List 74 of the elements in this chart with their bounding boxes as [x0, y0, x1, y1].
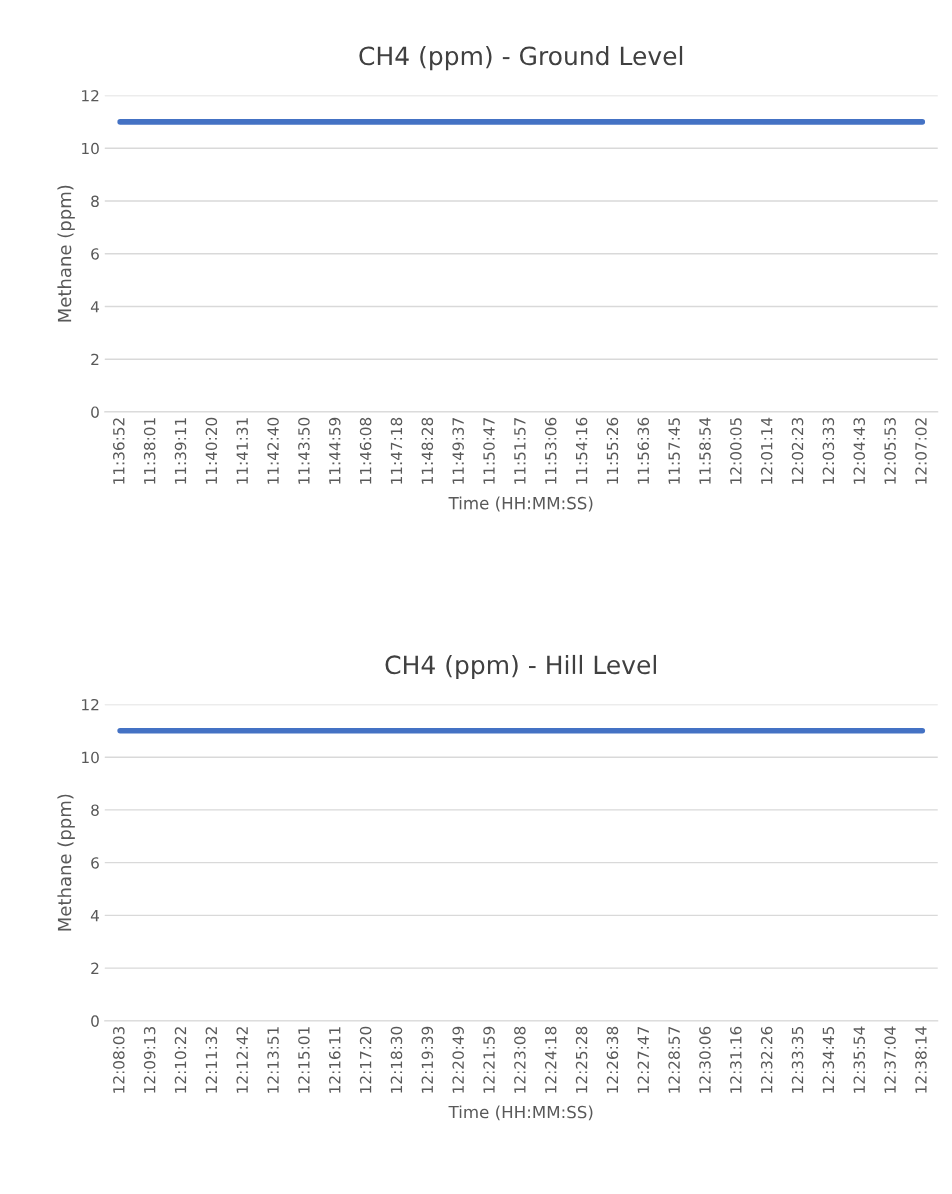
x-tick-label: 12:12:42: [236, 1027, 248, 1093]
chart-title: CH4 (ppm) - Hill Level: [385, 654, 656, 680]
y-tick-label: 12: [82, 89, 99, 102]
x-tick-label: 12:20:49: [452, 1026, 464, 1093]
x-tick-label: 11:48:28: [421, 417, 434, 484]
x-tick-label: 12:10:22: [174, 1027, 187, 1093]
y-tick-label: 8: [91, 195, 99, 208]
x-tick-label: 11:36:52: [113, 418, 125, 484]
x-tick-label: 12:03:33: [822, 418, 835, 484]
x-tick-label: 12:38:14: [915, 1026, 927, 1093]
x-tick-label: 11:43:50: [298, 417, 310, 484]
y-tick-label: 8: [91, 804, 99, 816]
y-tick-label: 0: [91, 1015, 99, 1027]
x-tick-label: 12:16:11: [328, 1027, 341, 1093]
x-tick-label: 12:00:05: [730, 418, 742, 484]
x-tick-label: 11:38:01: [143, 418, 156, 484]
x-tick-label: 12:24:18: [544, 1026, 557, 1093]
x-tick-label: 11:51:57: [514, 418, 526, 484]
x-tick-label: 12:35:54: [853, 1026, 866, 1093]
x-tick-label: 12:32:26: [760, 1026, 773, 1093]
x-tick-label: 12:15:01: [298, 1027, 310, 1093]
x-tick-label: 12:09:13: [143, 1026, 156, 1093]
x-tick-label: 11:55:26: [606, 417, 619, 484]
x-tick-label: 12:18:30: [390, 1026, 403, 1093]
x-tick-label: 11:39:11: [174, 418, 187, 484]
y-tick-label: 10: [82, 142, 99, 155]
x-tick-label: 11:57:45: [668, 418, 680, 484]
x-tick-label: 12:02:23: [791, 418, 804, 484]
x-tick-label: 11:41:31: [236, 418, 248, 484]
y-tick-label: 6: [91, 248, 99, 260]
x-tick-label: 12:05:53: [884, 418, 896, 484]
x-tick-label: 11:44:59: [328, 417, 341, 484]
x-tick-label: 11:49:37: [452, 418, 464, 484]
y-tick-label: 10: [82, 751, 99, 764]
y-tick-label: 4: [90, 910, 99, 922]
x-tick-label: 11:46:08: [359, 417, 372, 484]
x-tick-label: 12:26:38: [606, 1026, 619, 1093]
x-tick-label: 12:34:45: [822, 1027, 835, 1093]
x-tick-label: 12:25:28: [575, 1026, 588, 1093]
y-axis-title: Methane (ppm): [57, 794, 75, 931]
x-tick-label: 12:37:04: [884, 1026, 896, 1093]
x-tick-label: 12:30:06: [699, 1026, 711, 1093]
x-tick-label: 11:56:36: [637, 417, 650, 484]
x-tick-label: 12:04:43: [853, 418, 866, 484]
x-tick-label: 11:42:40: [267, 417, 279, 484]
x-tick-label: 12:19:39: [421, 1026, 434, 1093]
x-tick-label: 12:28:57: [668, 1027, 680, 1093]
y-tick-label: 4: [90, 301, 99, 313]
y-axis-title: Methane (ppm): [57, 185, 75, 322]
x-tick-label: 12:07:02: [915, 418, 927, 484]
x-tick-label: 12:33:35: [791, 1027, 804, 1093]
x-tick-label: 11:50:47: [483, 418, 495, 484]
x-tick-label: 12:01:14: [760, 417, 773, 484]
x-tick-label: 12:17:20: [359, 1026, 372, 1093]
y-tick-label: 2: [91, 353, 99, 365]
x-tick-label: 12:21:59: [483, 1026, 495, 1093]
x-tick-label: 11:47:18: [390, 417, 403, 484]
x-axis-title: Time (HH:MM:SS): [448, 496, 593, 512]
y-tick-label: 2: [91, 962, 99, 974]
x-tick-label: 11:53:06: [544, 417, 557, 484]
x-tick-label: 12:13:51: [267, 1027, 279, 1093]
x-tick-label: 11:54:16: [575, 417, 588, 484]
y-tick-label: 12: [82, 698, 99, 711]
x-tick-label: 11:40:20: [205, 417, 218, 484]
chart-title: CH4 (ppm) - Ground Level: [359, 45, 683, 71]
x-tick-label: 12:08:03: [113, 1026, 125, 1093]
x-tick-label: 12:27:47: [637, 1027, 649, 1093]
y-tick-label: 0: [91, 406, 99, 418]
x-tick-label: 12:31:16: [730, 1026, 742, 1093]
x-tick-label: 11:58:54: [699, 417, 711, 484]
x-tick-label: 12:11:32: [205, 1027, 218, 1093]
y-tick-label: 6: [91, 857, 99, 869]
x-tick-label: 12:23:08: [514, 1026, 526, 1093]
x-axis-title: Time (HH:MM:SS): [448, 1105, 593, 1121]
